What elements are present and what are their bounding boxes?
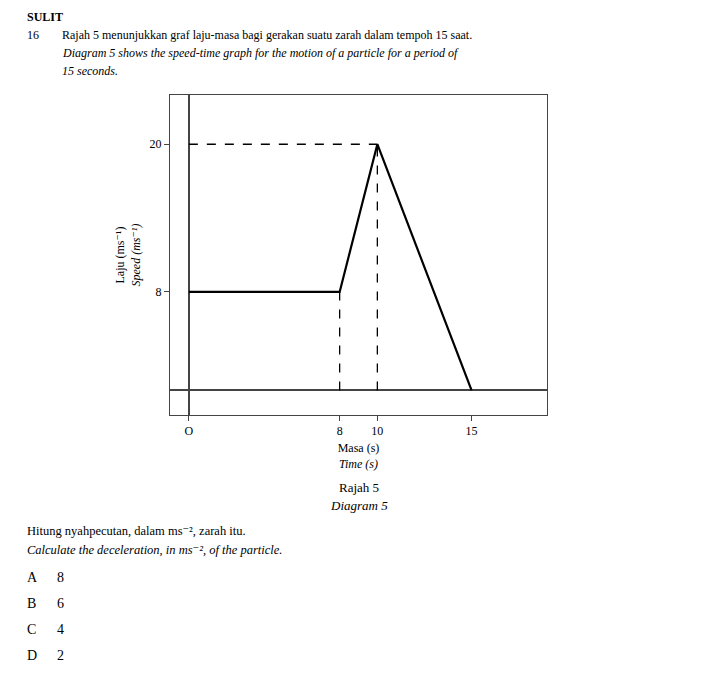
svg-text:Rajah 5 menunjukkan graf laju-: Rajah 5 menunjukkan graf laju-masa bagi … bbox=[62, 28, 472, 42]
svg-text:Rajah 5: Rajah 5 bbox=[339, 480, 379, 495]
svg-text:Calculate the deceleration, in: Calculate the deceleration, in ms⁻², of … bbox=[27, 543, 282, 557]
svg-text:O: O bbox=[185, 424, 194, 438]
svg-text:Diagram 5: Diagram 5 bbox=[330, 498, 388, 513]
svg-text:Laju (ms⁻¹)Speed (ms⁻¹): Laju (ms⁻¹)Speed (ms⁻¹) bbox=[113, 224, 143, 287]
svg-text:8: 8 bbox=[337, 424, 343, 438]
svg-text:10: 10 bbox=[371, 424, 383, 438]
svg-text:6: 6 bbox=[57, 596, 64, 611]
svg-text:A: A bbox=[27, 570, 38, 585]
svg-text:Masa (s)Time (s): Masa (s)Time (s) bbox=[338, 441, 380, 471]
svg-text:Diagram 5 shows the speed-time: Diagram 5 shows the speed-time graph for… bbox=[62, 46, 459, 60]
svg-text:16: 16 bbox=[27, 28, 39, 42]
svg-text:C: C bbox=[27, 622, 36, 637]
svg-text:B: B bbox=[27, 596, 36, 611]
svg-text:15: 15 bbox=[466, 424, 478, 438]
svg-text:8: 8 bbox=[57, 570, 64, 585]
svg-text:Hitung nyahpecutan, dalam ms⁻²: Hitung nyahpecutan, dalam ms⁻², zarah it… bbox=[27, 524, 246, 538]
svg-text:4: 4 bbox=[57, 622, 64, 637]
svg-text:8: 8 bbox=[156, 285, 162, 299]
svg-text:D: D bbox=[27, 648, 37, 663]
svg-text:SULIT: SULIT bbox=[27, 10, 63, 24]
svg-text:20: 20 bbox=[150, 137, 162, 151]
svg-text:15 seconds.: 15 seconds. bbox=[62, 64, 118, 78]
svg-text:2: 2 bbox=[57, 648, 64, 663]
